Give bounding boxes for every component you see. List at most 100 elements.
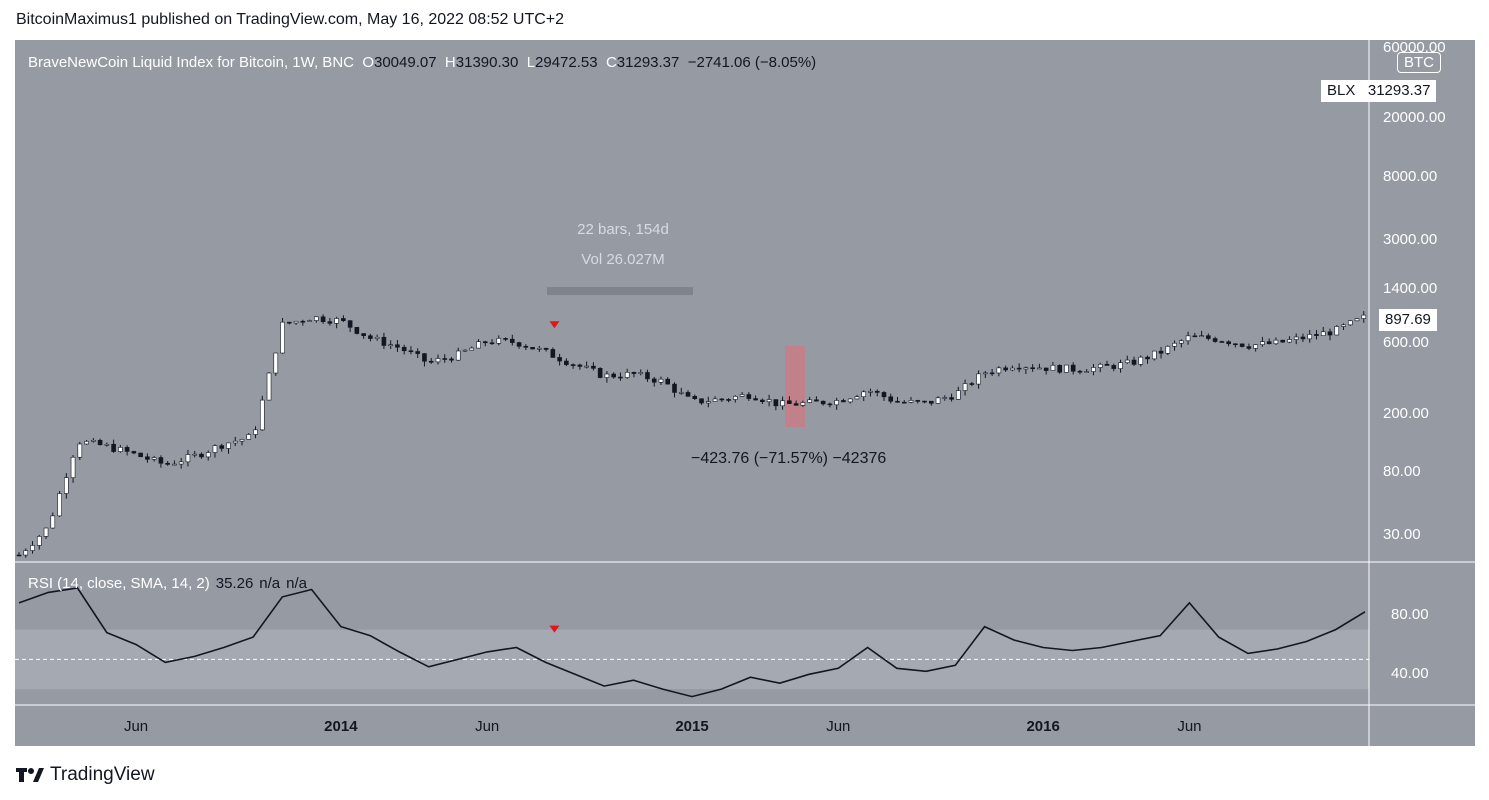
candle-body — [597, 368, 603, 378]
candle-body — [1273, 339, 1279, 345]
candle-body — [949, 397, 954, 400]
candle-body — [1151, 350, 1157, 360]
rsi-label: RSI (14, close, SMA, 14, 2) — [28, 575, 210, 592]
candle-body — [658, 378, 664, 383]
candle-body — [482, 341, 488, 344]
candle-body — [1124, 359, 1130, 363]
currency-badge[interactable]: BTC — [1397, 52, 1441, 73]
candle-body — [868, 390, 873, 393]
candle-body — [638, 372, 644, 374]
candle-body — [199, 453, 204, 458]
candle-body — [503, 338, 508, 340]
candle-body — [841, 400, 846, 403]
candle-body — [956, 390, 961, 400]
candle-body — [530, 347, 535, 350]
candle-body — [354, 327, 360, 334]
candle-body — [462, 349, 468, 352]
candle-body — [1111, 365, 1117, 369]
candle-body — [1314, 334, 1319, 336]
rsi-marker — [549, 625, 560, 633]
candle-body — [1097, 363, 1103, 368]
time-tick-label: 2015 — [675, 718, 709, 735]
candle-body — [415, 351, 421, 354]
candle-body — [178, 461, 184, 465]
candle-body — [273, 352, 279, 374]
candle-body — [922, 400, 927, 403]
candle-body — [854, 396, 860, 400]
candle-body — [1185, 335, 1191, 342]
candle-body — [928, 400, 934, 404]
legend-symbol: BraveNewCoin Liquid Index for Bitcoin, 1… — [28, 54, 354, 71]
candle-body — [36, 536, 42, 546]
candle-body — [1043, 367, 1049, 371]
candle-body — [780, 400, 785, 407]
candle-body — [570, 364, 576, 366]
candle-body — [212, 445, 218, 453]
candle-body — [861, 391, 867, 397]
candle-body — [1253, 344, 1258, 349]
chart-canvas[interactable] — [15, 40, 1475, 746]
candle-body — [347, 320, 353, 328]
candle-body — [1030, 367, 1035, 370]
candle-body — [1341, 324, 1346, 327]
candle-body — [300, 320, 306, 323]
candle-body — [814, 399, 819, 402]
candle-body — [1064, 364, 1069, 373]
candle-body — [1158, 350, 1164, 354]
legend-c-value: 31293.37 — [616, 54, 680, 71]
candle-body — [1023, 367, 1029, 370]
candle-body — [1172, 342, 1177, 347]
candle-body — [1057, 364, 1062, 373]
candle-body — [881, 392, 887, 398]
candle-body — [1077, 370, 1083, 373]
rsi-tick-label: 40.00 — [1391, 665, 1429, 683]
rsi-na-2: n/a — [286, 575, 308, 592]
candle-body — [219, 445, 225, 449]
candle-body — [111, 443, 116, 452]
time-tick-label: Jun — [826, 718, 851, 735]
candle-body — [469, 347, 475, 351]
candle-body — [118, 447, 123, 452]
candle-body — [807, 399, 812, 403]
candle-body — [1212, 338, 1218, 342]
cursor-price-tag: 897.69 — [1379, 309, 1437, 331]
candle-body — [793, 403, 799, 406]
candle-body — [435, 358, 441, 363]
candle-body — [1165, 346, 1171, 354]
candle-body — [516, 342, 522, 347]
candle-body — [97, 439, 103, 446]
candle-body — [192, 453, 198, 456]
price-tick-label: 30.00 — [1383, 526, 1421, 544]
markers-group — [549, 321, 560, 633]
candle-body — [1300, 336, 1306, 340]
candle-body — [253, 429, 258, 435]
candle-body — [16, 554, 22, 557]
candle-body — [280, 321, 285, 354]
candle-body — [91, 439, 96, 442]
candle-body — [989, 372, 995, 375]
candle-body — [165, 462, 170, 465]
footer-brand[interactable]: TradingView — [16, 764, 155, 786]
candle-body — [543, 347, 549, 350]
candle-body — [692, 396, 698, 399]
legend-o-value: 30049.07 — [374, 54, 437, 71]
candle-body — [577, 364, 583, 367]
candle-body — [361, 333, 366, 337]
chart-frame[interactable]: BraveNewCoin Liquid Index for Bitcoin, 1… — [15, 39, 1475, 746]
candle-body — [699, 398, 704, 404]
blx-price-tag: BLX 31293.37 — [1321, 80, 1437, 102]
price-marker — [549, 321, 560, 329]
candle-body — [766, 399, 772, 403]
candle-body — [246, 434, 252, 440]
candle-body — [915, 400, 921, 402]
candle-body — [449, 358, 454, 361]
candle-body — [422, 353, 427, 362]
candle-body — [645, 372, 650, 380]
candle-body — [611, 373, 616, 378]
measure-bars: 22 bars, 154d — [577, 221, 669, 238]
rsi-legend: RSI (14, close, SMA, 14, 2) 35.26 n/a n/a — [28, 575, 307, 592]
candle-body — [1091, 367, 1096, 372]
candle-body — [1192, 335, 1198, 338]
candle-body — [1199, 335, 1204, 337]
candle-body — [455, 350, 461, 361]
